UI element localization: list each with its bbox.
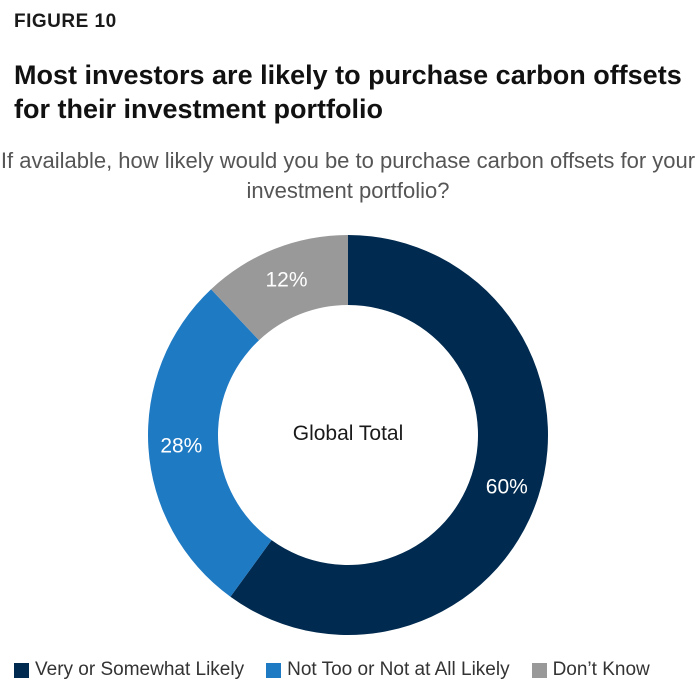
slice-value-label: 28% bbox=[160, 434, 202, 457]
slice-value-label: 60% bbox=[486, 476, 528, 499]
slice-value-label: 12% bbox=[266, 269, 308, 292]
slice-don-t-know bbox=[211, 234, 348, 341]
slice-labels: 60% 28% 12% bbox=[160, 269, 528, 499]
legend-label: Very or Somewhat Likely bbox=[35, 659, 245, 680]
legend-swatch bbox=[266, 662, 282, 678]
legend-item-very-or-somewhat-likely: Very or Somewhat Likely bbox=[14, 659, 244, 681]
donut-slices bbox=[148, 234, 549, 635]
legend-label: Don’t Know bbox=[552, 659, 650, 680]
slice-very-or-somewhat-likely bbox=[230, 235, 549, 635]
legend-item-dont-know: Don’t Know bbox=[531, 659, 650, 681]
center-label: Global Total bbox=[293, 422, 404, 445]
legend-swatch bbox=[531, 662, 547, 678]
legend-swatch bbox=[14, 662, 29, 678]
chart-legend: Very or Somewhat Likely Not Too or Not a… bbox=[14, 659, 694, 681]
slice-not-too-or-not-at-all-likely bbox=[148, 289, 272, 597]
legend-item-not-too-or-not-at-all-likely: Not Too or Not at All Likely bbox=[266, 659, 510, 681]
survey-question: If available, how likely would you be to… bbox=[0, 148, 696, 203]
figure-label: FIGURE 10 bbox=[14, 11, 117, 32]
chart-headline: Most investors are likely to purchase ca… bbox=[14, 60, 682, 124]
legend-label: Not Too or Not at All Likely bbox=[287, 659, 510, 680]
